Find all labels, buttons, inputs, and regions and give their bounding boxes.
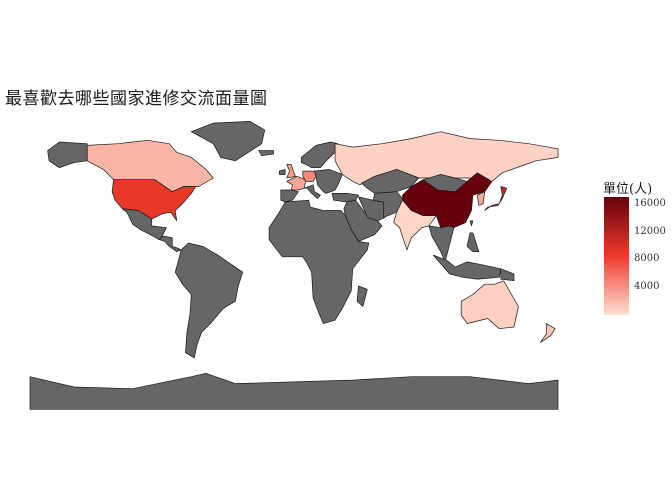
country-south-america	[174, 242, 244, 359]
legend-tick-label: 8000	[634, 253, 660, 265]
legend-tick-label: 4000	[634, 281, 660, 293]
country-middle-east	[343, 199, 383, 242]
country-united-kingdom	[286, 163, 296, 179]
country-alaska	[47, 141, 88, 169]
country-spain	[280, 189, 299, 203]
country-scandinavia	[300, 141, 339, 169]
chart-title: 最喜歡去哪些國家進修交流面量圖	[5, 89, 268, 109]
country-france	[286, 175, 307, 191]
country-iceland	[258, 150, 274, 157]
country-australia	[460, 280, 519, 330]
country-ireland	[278, 169, 286, 175]
country-central-asia	[372, 191, 405, 218]
country-central-america	[158, 235, 182, 252]
legend-tick-label: 16000	[634, 197, 666, 209]
legend-tick-label: 12000	[634, 225, 666, 237]
country-antarctica	[29, 372, 559, 410]
country-indonesia	[432, 254, 502, 280]
country-taiwan	[469, 220, 474, 227]
country-canada	[86, 139, 214, 193]
country-korea	[476, 191, 486, 206]
country-africa	[268, 199, 370, 324]
legend-colorbar	[604, 197, 629, 315]
country-papua	[500, 268, 515, 282]
country-philippines	[466, 232, 480, 252]
country-india	[393, 199, 437, 251]
country-italy	[303, 184, 321, 199]
country-madagascar	[356, 285, 368, 307]
countries-layer	[29, 121, 559, 410]
country-united-states	[111, 179, 197, 222]
country-greenland	[190, 121, 266, 162]
country-japan	[484, 186, 508, 211]
country-eastern-europe	[314, 169, 343, 194]
country-germany	[302, 170, 317, 182]
legend-title: 單位(人)	[603, 182, 653, 197]
country-new-zealand	[540, 323, 556, 343]
country-southeast-asia	[428, 225, 455, 263]
